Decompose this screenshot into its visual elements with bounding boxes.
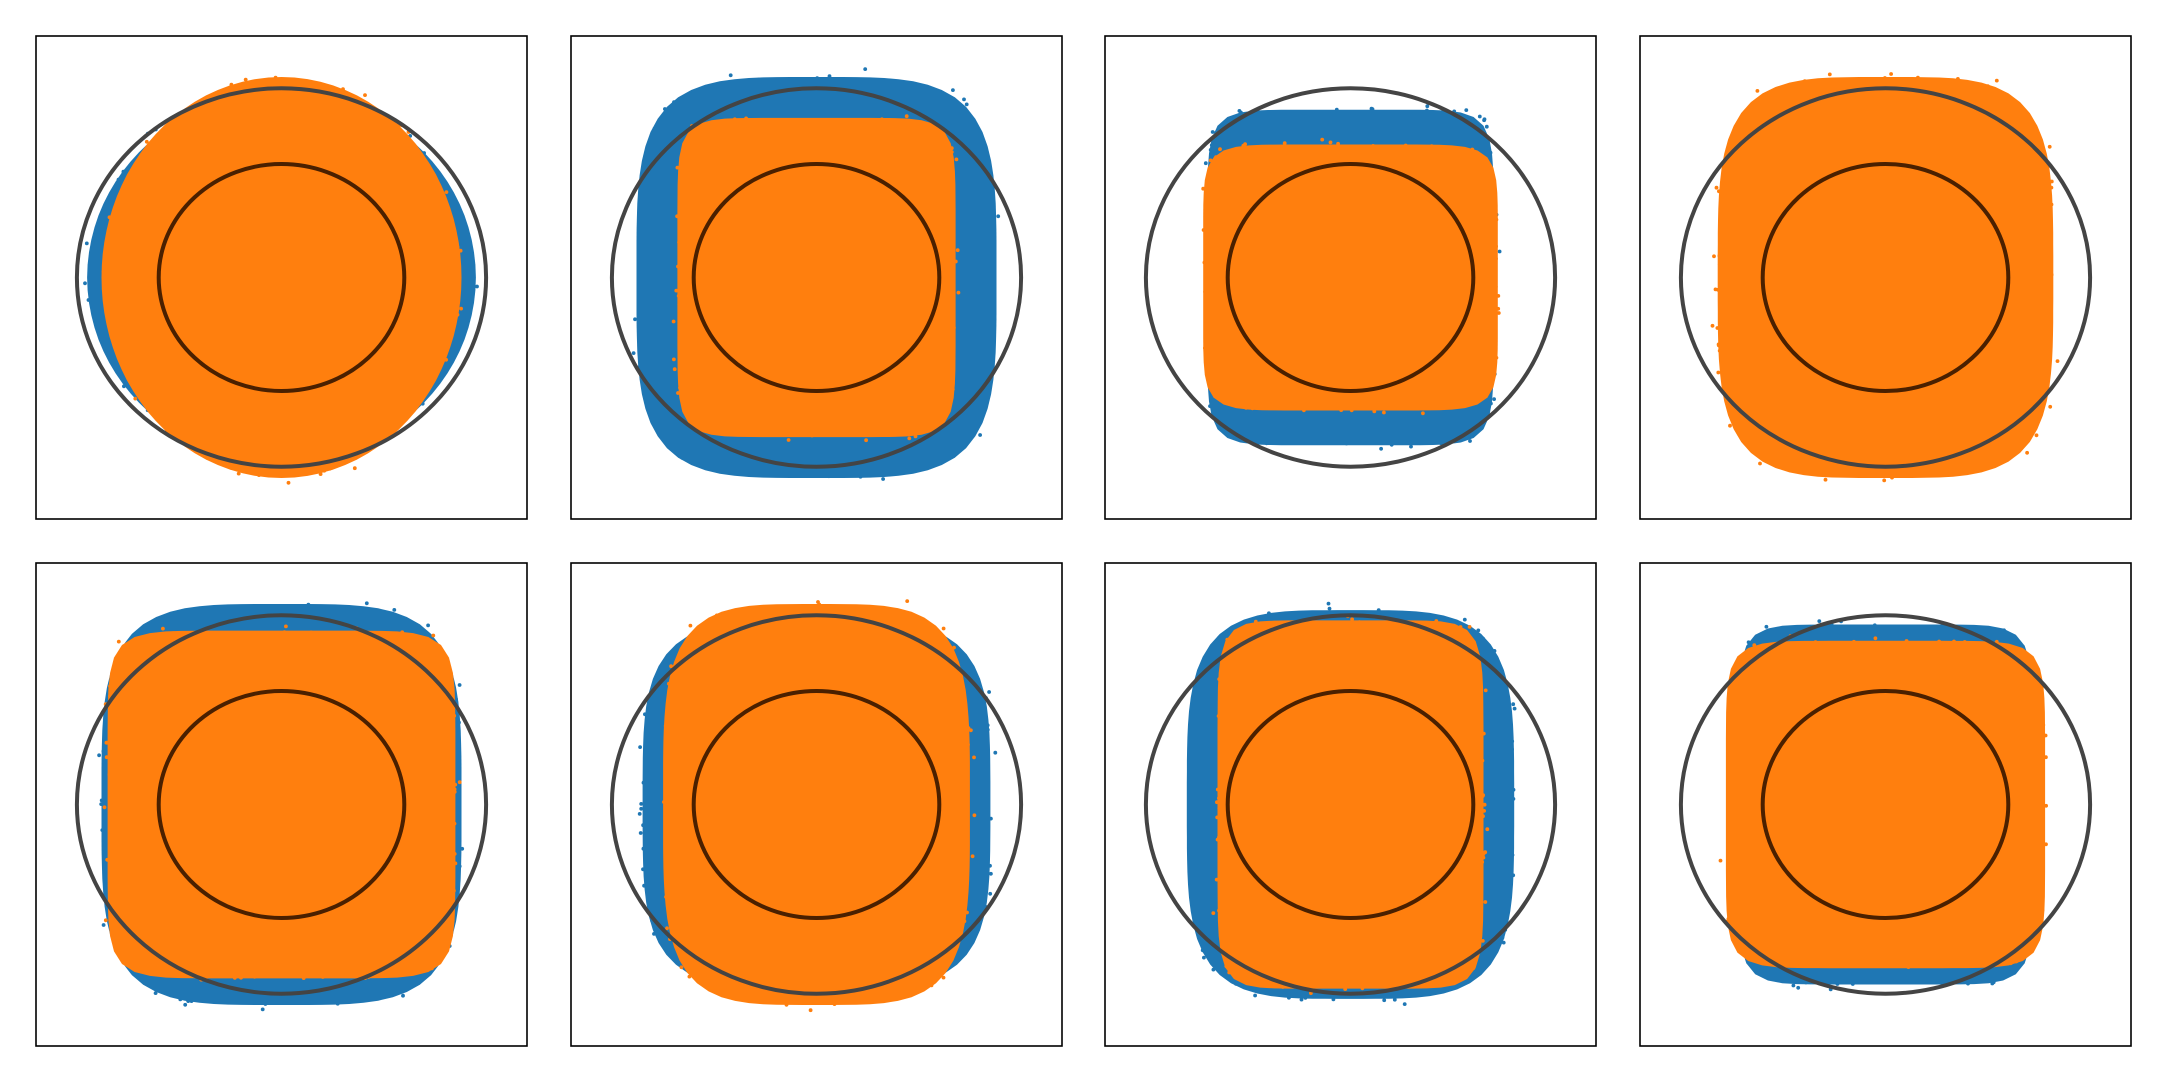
blue-point	[1477, 114, 1482, 119]
orange-point	[954, 157, 959, 162]
orange-point	[286, 480, 291, 485]
blue-point	[728, 73, 733, 78]
blue-point	[1379, 446, 1383, 451]
orange-point	[955, 248, 960, 253]
orange-point	[786, 438, 791, 442]
orange-point	[907, 436, 912, 441]
blue-point	[1203, 161, 1208, 166]
blue-point	[475, 284, 479, 289]
orange-point	[363, 93, 367, 97]
blue-point	[84, 241, 89, 246]
blue-point	[978, 433, 982, 437]
blue-point	[83, 281, 87, 286]
panel-row1-col2	[570, 35, 1063, 520]
blue-point	[1237, 109, 1242, 113]
orange-point	[459, 306, 463, 311]
orange-point	[864, 438, 868, 443]
blue-point	[1409, 444, 1413, 449]
blue-point	[1425, 104, 1430, 109]
orange-point	[904, 114, 909, 119]
orange-point	[672, 357, 676, 362]
orange-point	[671, 319, 676, 324]
orange-point	[672, 367, 677, 372]
panel-row1-col1	[35, 35, 528, 520]
blue-point	[881, 477, 885, 481]
blue-point	[633, 317, 637, 322]
blue-point	[631, 351, 636, 355]
orange-point	[956, 290, 961, 295]
orange-point	[444, 190, 449, 195]
blue-point	[964, 102, 969, 107]
blue-point	[863, 67, 868, 71]
blue-point	[951, 88, 955, 92]
blue-point	[1210, 130, 1215, 134]
orange-point	[352, 466, 357, 471]
orange-fill	[101, 77, 462, 478]
blue-point	[996, 214, 1001, 219]
orange-point	[133, 396, 138, 401]
blue-point	[962, 97, 966, 102]
panel-row1-col3	[1104, 35, 1597, 520]
